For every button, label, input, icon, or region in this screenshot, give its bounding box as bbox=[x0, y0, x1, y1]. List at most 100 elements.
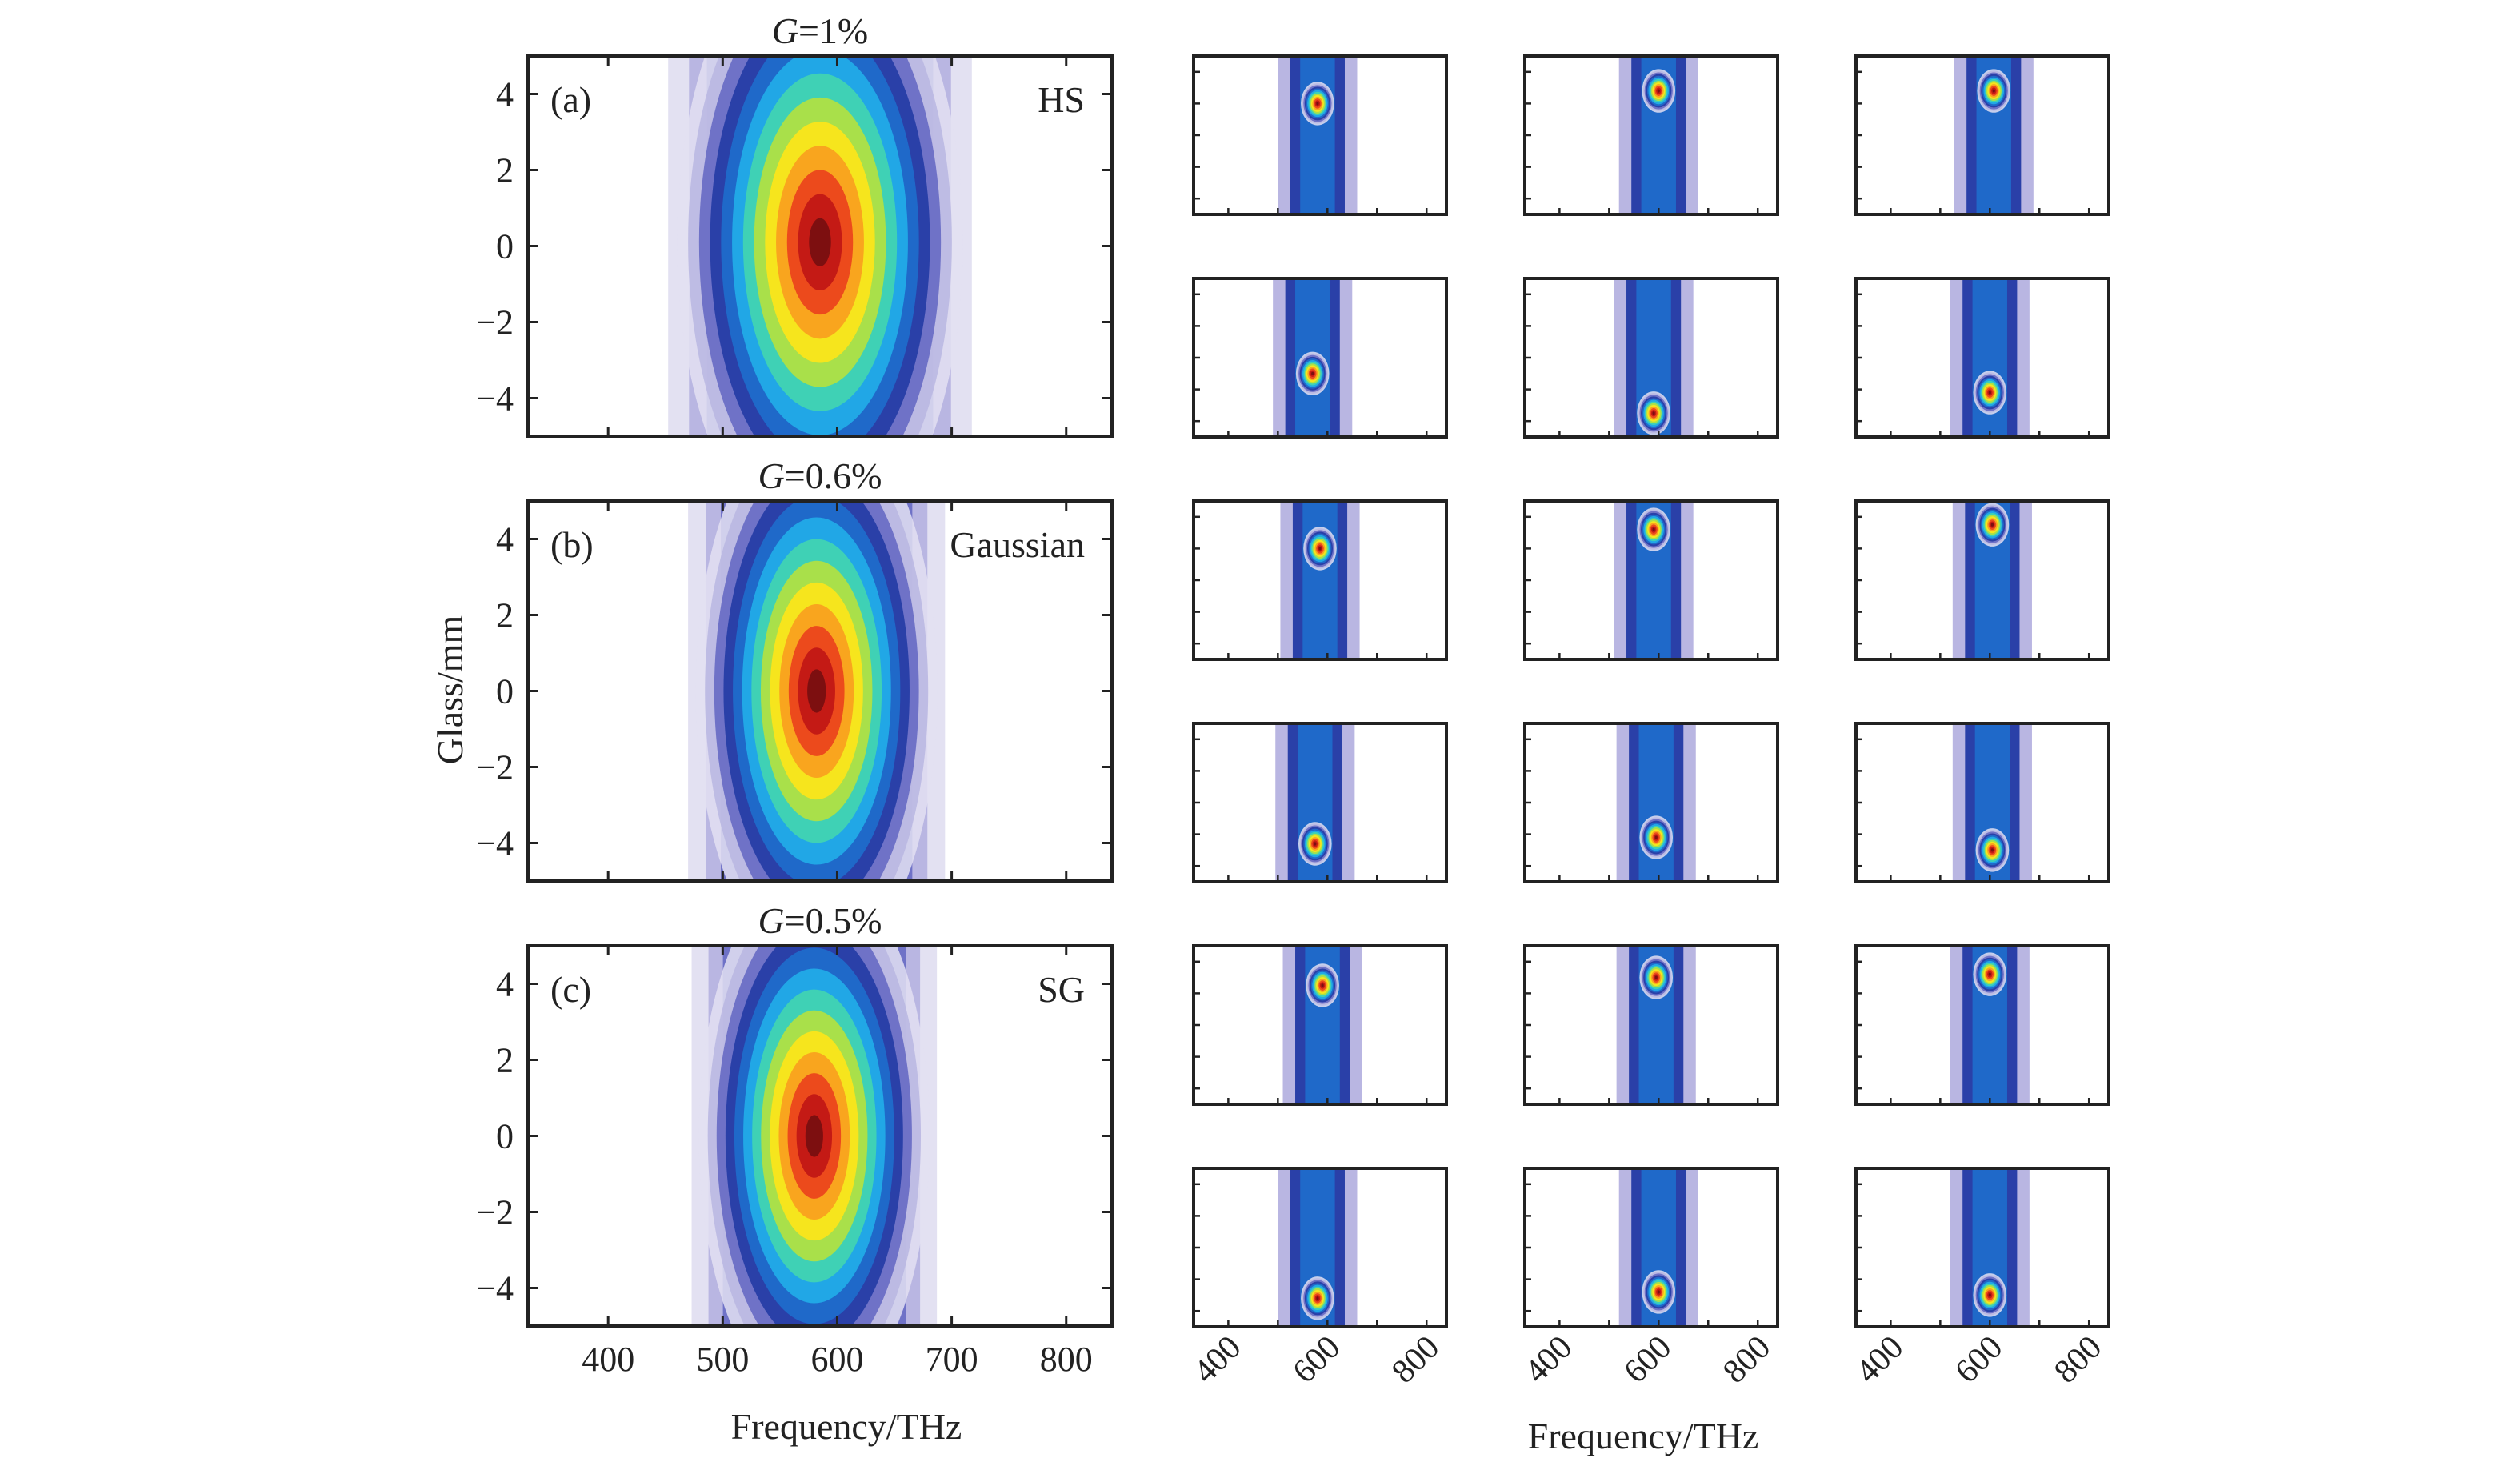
heatmap-body bbox=[528, 501, 1112, 881]
y-tick-label: −2 bbox=[476, 748, 514, 787]
y-tick-label: 0 bbox=[496, 227, 514, 266]
panel-letter: (b) bbox=[550, 524, 594, 565]
small-panel bbox=[1523, 277, 1779, 439]
panel-label: Gaussian bbox=[950, 524, 1085, 565]
y-tick-label: 4 bbox=[496, 965, 514, 1004]
y-tick-label: 4 bbox=[496, 520, 514, 559]
small-panel bbox=[1854, 499, 2110, 661]
contour-level bbox=[1652, 527, 1655, 531]
heatmap-body bbox=[1856, 278, 2109, 437]
panel-title-var: G bbox=[758, 455, 785, 496]
main-panel: 4 2 0 −2 −4 400 500 600 700 800 G=0.5% (c) SG bbox=[476, 900, 1114, 1379]
heatmap-body bbox=[1525, 1168, 1778, 1327]
x-tick-label: 700 bbox=[926, 1340, 978, 1379]
small-panel bbox=[1854, 722, 2110, 883]
small-panel bbox=[1192, 944, 1448, 1106]
panel-title: G=0.5% bbox=[758, 900, 882, 941]
heatmap-body bbox=[1194, 946, 1446, 1104]
heatmap-body bbox=[1856, 946, 2109, 1104]
x-tick-label: 400 bbox=[582, 1340, 634, 1379]
x-tick-label: 400 bbox=[1518, 1329, 1579, 1391]
x-tick-label: 600 bbox=[1617, 1329, 1678, 1391]
y-tick-label: 2 bbox=[496, 596, 514, 635]
small-panel: 400 600 800 bbox=[1849, 1167, 2110, 1391]
contour-level bbox=[1657, 89, 1660, 93]
panel-title-var: G bbox=[772, 10, 798, 51]
small-panel bbox=[1192, 722, 1448, 883]
x-axis-label-small: Frequency/THz bbox=[1528, 1416, 1759, 1456]
y-axis-label: Glass/mm bbox=[430, 615, 470, 765]
small-panel bbox=[1192, 499, 1448, 661]
panel-title-var: G bbox=[758, 900, 785, 941]
y-tick-label: −2 bbox=[476, 1193, 514, 1232]
contour-level bbox=[1990, 848, 1994, 852]
x-tick-label: 600 bbox=[810, 1340, 863, 1379]
contour-level bbox=[1321, 983, 1324, 987]
contour-level bbox=[1314, 842, 1317, 846]
panel-title: G=1% bbox=[772, 10, 869, 51]
x-tick-label: 800 bbox=[1716, 1329, 1778, 1391]
panel-title-val: =0.5% bbox=[785, 900, 882, 941]
heatmap-body bbox=[1856, 1168, 2109, 1327]
small-panel bbox=[1854, 54, 2110, 216]
small-panel bbox=[1523, 722, 1779, 883]
y-tick-label: −4 bbox=[476, 824, 514, 863]
contour-level bbox=[809, 218, 831, 266]
small-panel bbox=[1192, 277, 1448, 439]
x-tick-label: 800 bbox=[1040, 1340, 1093, 1379]
y-tick-label: 4 bbox=[496, 75, 514, 114]
y-tick-label: 0 bbox=[496, 672, 514, 711]
main-panel: 4 2 0 −2 −4 G=1% (a) HS bbox=[476, 10, 1114, 438]
heatmap-body bbox=[1856, 501, 2109, 659]
heatmap-body bbox=[1194, 278, 1446, 437]
heatmap-body bbox=[1856, 56, 2109, 214]
y-tick-label: −2 bbox=[476, 303, 514, 342]
small-panel: 400 600 800 bbox=[1518, 1167, 1779, 1391]
y-tick-label: 2 bbox=[496, 151, 514, 190]
contour-level bbox=[1652, 411, 1655, 415]
x-tick-label: 600 bbox=[1948, 1329, 2010, 1391]
small-panels-grid: 400 600 800 400 600 800 400 600 800 bbox=[1186, 54, 2110, 1391]
contour-level bbox=[1318, 547, 1322, 551]
small-panel: 400 600 800 bbox=[1186, 1167, 1448, 1391]
contour-level bbox=[1654, 975, 1658, 979]
contour-level bbox=[1988, 1293, 1991, 1297]
contour-level bbox=[1316, 102, 1319, 106]
heatmap-body bbox=[1194, 56, 1446, 214]
y-tick-label: 2 bbox=[496, 1041, 514, 1080]
heatmap-body bbox=[1856, 723, 2109, 882]
x-tick-label: 800 bbox=[1385, 1329, 1446, 1391]
y-tick-label: 0 bbox=[496, 1117, 514, 1156]
y-tick-label: −4 bbox=[476, 379, 514, 419]
panel-title: G=0.6% bbox=[758, 455, 882, 496]
contour-level bbox=[1990, 523, 1994, 527]
heatmap-body bbox=[1525, 946, 1778, 1104]
heatmap-body bbox=[528, 946, 1112, 1326]
heatmap-body bbox=[1525, 501, 1778, 659]
heatmap-body bbox=[1525, 723, 1778, 882]
x-tick-label: 800 bbox=[2047, 1329, 2109, 1391]
x-tick-label: 500 bbox=[696, 1340, 749, 1379]
small-panel bbox=[1192, 54, 1448, 216]
small-panel bbox=[1523, 54, 1779, 216]
contour-level bbox=[805, 1115, 823, 1157]
panel-title-val: =0.6% bbox=[785, 455, 882, 496]
small-panel bbox=[1523, 944, 1779, 1106]
panel-label: HS bbox=[1038, 79, 1085, 120]
main-panel: 4 2 0 −2 −4 G=0.6% (b) Gaussian bbox=[476, 455, 1114, 883]
x-axis-label-main: Frequency/THz bbox=[731, 1406, 962, 1447]
heatmap-body bbox=[1194, 1168, 1446, 1327]
contour-level bbox=[1654, 835, 1658, 839]
x-tick-label: 400 bbox=[1849, 1329, 1910, 1391]
y-tick-label: −4 bbox=[476, 1269, 514, 1308]
heatmap-body bbox=[1525, 56, 1778, 214]
small-panel bbox=[1854, 944, 2110, 1106]
halo-band bbox=[1302, 501, 1338, 659]
contour-level bbox=[807, 669, 826, 713]
heatmap-body bbox=[1194, 723, 1446, 882]
contour-level bbox=[1316, 1296, 1319, 1300]
halo-band bbox=[1300, 56, 1335, 214]
contour-level bbox=[1992, 89, 1995, 93]
